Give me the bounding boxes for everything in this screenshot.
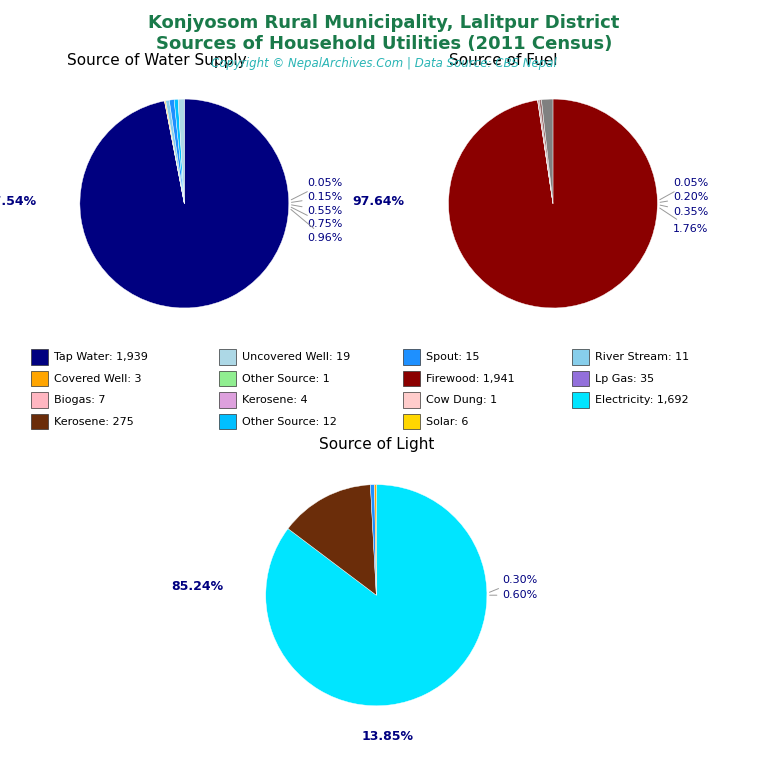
Wedge shape [164, 101, 184, 204]
Text: 97.64%: 97.64% [353, 195, 405, 208]
Text: Sources of Household Utilities (2011 Census): Sources of Household Utilities (2011 Cen… [156, 35, 612, 52]
Text: Konjyosom Rural Municipality, Lalitpur District: Konjyosom Rural Municipality, Lalitpur D… [148, 14, 620, 31]
Text: Other Source: 1: Other Source: 1 [242, 373, 329, 384]
Text: Cow Dung: 1: Cow Dung: 1 [426, 395, 498, 406]
Text: Uncovered Well: 19: Uncovered Well: 19 [242, 352, 350, 362]
Wedge shape [539, 100, 553, 204]
Text: 85.24%: 85.24% [171, 580, 223, 593]
Text: Kerosene: 4: Kerosene: 4 [242, 395, 307, 406]
Text: 13.85%: 13.85% [362, 730, 413, 743]
Wedge shape [370, 485, 376, 595]
Wedge shape [538, 100, 553, 204]
Wedge shape [538, 100, 553, 204]
Text: Tap Water: 1,939: Tap Water: 1,939 [54, 352, 147, 362]
Text: 0.20%: 0.20% [660, 192, 708, 202]
Text: 0.30%: 0.30% [489, 574, 538, 592]
Text: 0.15%: 0.15% [292, 192, 343, 202]
Title: Source of Light: Source of Light [319, 437, 434, 452]
Text: 0.60%: 0.60% [490, 590, 538, 601]
Text: Firewood: 1,941: Firewood: 1,941 [426, 373, 515, 384]
Wedge shape [541, 99, 553, 204]
Wedge shape [449, 99, 657, 308]
Wedge shape [178, 99, 184, 204]
Text: Electricity: 1,692: Electricity: 1,692 [595, 395, 689, 406]
Text: Biogas: 7: Biogas: 7 [54, 395, 105, 406]
Text: Source of Water Supply: Source of Water Supply [67, 53, 247, 68]
Text: River Stream: 11: River Stream: 11 [595, 352, 690, 362]
Text: 1.76%: 1.76% [660, 208, 708, 233]
Text: Lp Gas: 35: Lp Gas: 35 [595, 373, 654, 384]
Wedge shape [266, 485, 487, 706]
Text: Copyright © NepalArchives.Com | Data Source: CBS Nepal: Copyright © NepalArchives.Com | Data Sou… [211, 57, 557, 70]
Text: 0.75%: 0.75% [291, 207, 343, 230]
Wedge shape [169, 100, 184, 204]
Text: 0.05%: 0.05% [291, 177, 343, 200]
Wedge shape [375, 485, 376, 595]
Text: Other Source: 12: Other Source: 12 [242, 416, 337, 427]
Wedge shape [166, 100, 184, 204]
Wedge shape [288, 485, 376, 595]
Wedge shape [80, 99, 289, 308]
Text: Source of Fuel: Source of Fuel [449, 53, 557, 68]
Text: 0.96%: 0.96% [291, 210, 343, 243]
Text: Solar: 6: Solar: 6 [426, 416, 468, 427]
Text: Covered Well: 3: Covered Well: 3 [54, 373, 141, 384]
Text: 0.35%: 0.35% [660, 205, 708, 217]
Text: Kerosene: 275: Kerosene: 275 [54, 416, 134, 427]
Text: 97.54%: 97.54% [0, 195, 36, 208]
Text: 0.05%: 0.05% [660, 177, 708, 200]
Wedge shape [174, 99, 184, 204]
Wedge shape [165, 101, 184, 204]
Text: Spout: 15: Spout: 15 [426, 352, 480, 362]
Text: 0.55%: 0.55% [292, 205, 343, 216]
